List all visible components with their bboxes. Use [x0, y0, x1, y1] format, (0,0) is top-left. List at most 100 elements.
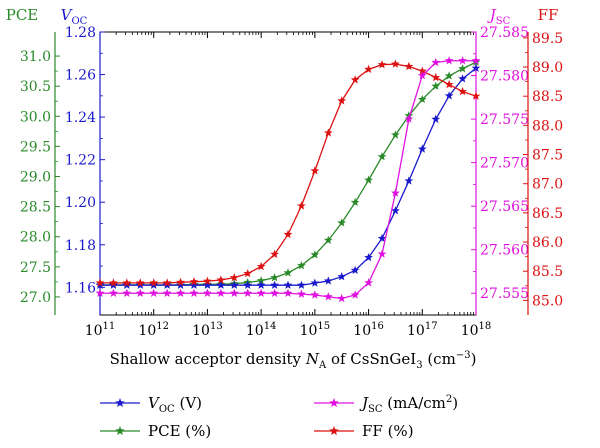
pce-title-text: PCE [6, 6, 39, 24]
pce-point [256, 276, 266, 285]
x-tick-label: 1011 [85, 321, 116, 339]
jsc-point [283, 288, 293, 297]
x-label-variable: N [305, 350, 320, 368]
jsc-point [377, 249, 387, 258]
pce-point [270, 273, 279, 282]
voc-point [444, 91, 454, 100]
jsc-tick-label: 27.570 [480, 156, 529, 172]
ff-point [391, 59, 400, 68]
voc-axis-title: VOC [61, 6, 88, 27]
x-tick-label: 1014 [246, 321, 277, 339]
voc-point [283, 280, 293, 289]
voc-title-variable: V [61, 6, 74, 24]
legend-variable-sub: SC [368, 404, 383, 415]
voc-point [189, 280, 199, 289]
voc-point [377, 233, 387, 243]
ff-tick-label: 88.0 [532, 118, 563, 134]
jsc-tick-label: 27.555 [480, 286, 529, 302]
jsc-point [243, 288, 253, 297]
jsc-tick-label: 27.565 [480, 199, 529, 215]
x-axis-label: Shallow acceptor density NA of CsSnGeI3 … [110, 350, 477, 371]
voc-point [458, 74, 467, 83]
x-label-prefix: Shallow acceptor density [110, 350, 306, 368]
legend-entry-voc: VOC (V) [100, 394, 202, 415]
voc-point [364, 252, 373, 262]
voc-title-sub: OC [71, 16, 87, 27]
x-tick-base: 10 [461, 323, 479, 339]
jsc-title-variable: J [487, 6, 497, 24]
x-tick-base: 10 [407, 323, 425, 339]
jsc-point [149, 288, 159, 297]
pce-point [297, 261, 306, 270]
jsc-point [391, 188, 400, 197]
legend-marker [115, 426, 125, 436]
jsc-point [458, 56, 467, 65]
x-label-unit: (cm [423, 350, 456, 368]
ff-tick-label: 85.0 [532, 293, 563, 309]
ff-tick-label: 86.5 [532, 206, 563, 222]
x-tick-exponent: 13 [210, 321, 223, 332]
jsc-point [176, 288, 185, 297]
ff-point [189, 277, 199, 286]
ff-point [256, 261, 266, 271]
x-label-material: of CsSnGeI [326, 350, 416, 368]
voc-point [431, 114, 441, 123]
voc-point [350, 265, 360, 275]
legend-marker [115, 398, 125, 408]
pce-point [377, 152, 387, 161]
jsc-point [203, 288, 212, 297]
x-tick-exponent: 15 [317, 321, 330, 332]
voc-tick-label: 1.18 [65, 238, 96, 254]
pce-tick-label: 28.5 [20, 200, 51, 216]
jsc-point [323, 292, 333, 301]
legend-entry-jsc: JSC (mA/cm2) [314, 394, 458, 415]
voc-tick-label: 1.20 [65, 195, 96, 211]
x-label-variable-sub: A [318, 360, 327, 371]
legend-marker [329, 398, 339, 408]
jsc-point [350, 290, 360, 299]
jsc-tick-label: 27.580 [480, 69, 529, 85]
x-tick-base: 10 [246, 323, 264, 339]
voc-point [471, 63, 481, 72]
x-label-unit-end: ) [471, 350, 477, 368]
legend-text: PCE (%) [148, 422, 211, 440]
ff-point [95, 278, 105, 287]
ff-point [149, 278, 159, 287]
pce-point [444, 71, 454, 80]
ff-point [458, 86, 467, 96]
ff-tick-label: 89.0 [532, 60, 563, 76]
ff-point [109, 278, 118, 287]
ff-point [417, 66, 427, 75]
ff-point [176, 277, 185, 287]
jsc-point [229, 288, 239, 297]
pce-tick-label: 29.0 [20, 170, 51, 186]
x-tick-base: 10 [353, 323, 371, 339]
jsc-point [404, 114, 414, 123]
legend-variable-sub: OC [159, 404, 175, 415]
pce-point [364, 175, 373, 184]
pce-tick-label: 28.0 [20, 230, 51, 246]
legend-entry-pce: PCE (%) [100, 422, 211, 440]
ff-point [122, 278, 132, 287]
x-tick-label: 1016 [353, 321, 384, 339]
pce-point [350, 197, 360, 207]
voc-point [310, 278, 320, 287]
ff-point [283, 229, 293, 239]
legend-entry-ff: FF (%) [314, 422, 414, 440]
chart-marks: 1011 1012 1013 1014 1015 1016 1017 1018Shallow … [6, 6, 563, 440]
ff-point [350, 75, 360, 84]
jsc-point [364, 278, 373, 287]
voc-point [337, 272, 347, 281]
legend-text: FF (%) [362, 422, 414, 440]
voc-point [391, 206, 400, 215]
ff-point [364, 64, 373, 74]
ff-point [297, 201, 306, 210]
jsc-point [162, 288, 172, 297]
voc-tick-label: 1.26 [65, 68, 96, 84]
voc-tick-label: 1.24 [65, 110, 96, 126]
x-tick-base: 10 [138, 323, 156, 339]
x-tick-exponent: 12 [156, 321, 169, 332]
legend-variable: J [359, 394, 369, 412]
x-label-unit-sup: −3 [456, 350, 471, 361]
